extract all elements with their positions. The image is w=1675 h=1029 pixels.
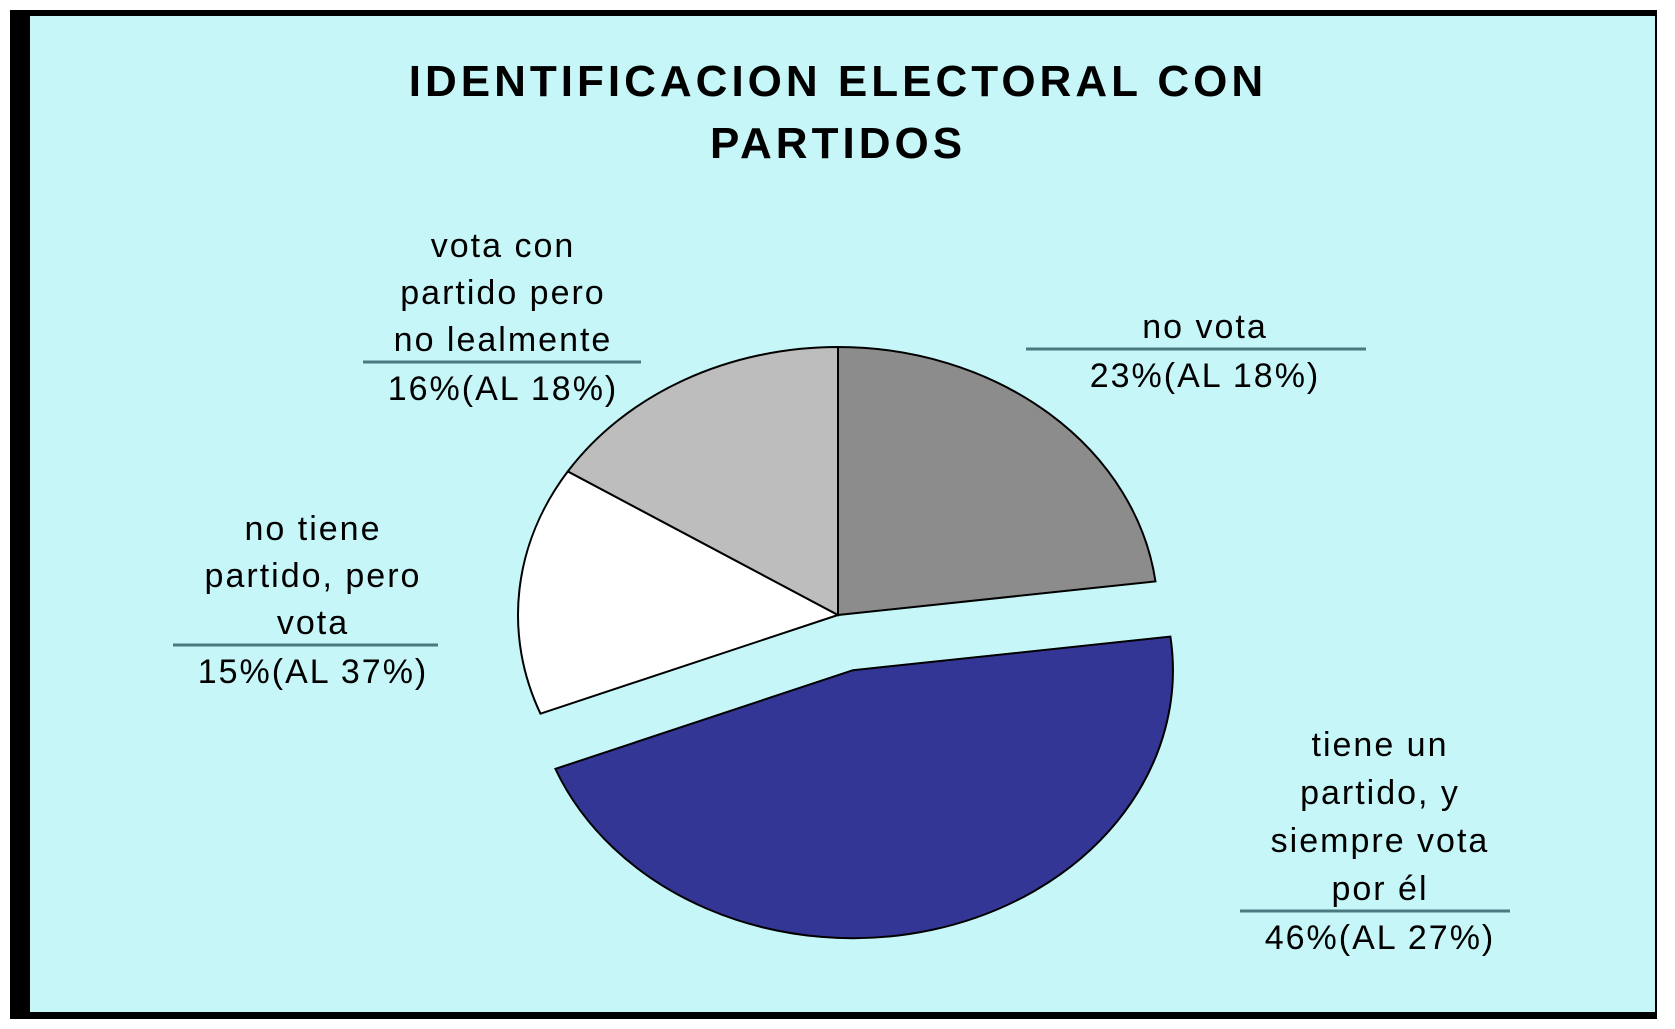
slice-label-no-tiene-partido: no tiene [245,510,382,548]
pie-slice-no-lealmente [566,345,839,617]
slice-label-siempre-vota: tiene un [1312,726,1449,764]
slice-label-no-lealmente: no lealmente [394,321,613,359]
slice-value-no-lealmente: 16%(AL 18%) [388,370,619,408]
slice-label-no-vota: no vota [1142,308,1268,346]
slice-label-siempre-vota: partido, y [1300,774,1460,812]
slice-value-siempre-vota: 46%(AL 27%) [1265,919,1496,957]
slice-label-no-lealmente: vota con [431,227,576,265]
slice-label-no-lealmente: partido pero [400,274,605,312]
slice-label-siempre-vota: siempre vota [1271,822,1490,860]
pie-slice-no-tiene-partido [517,470,841,715]
slice-label-no-tiene-partido: vota [277,604,349,642]
chart-title-line: IDENTIFICACION ELECTORAL CON [409,57,1267,106]
slice-label-siempre-vota: por él [1331,870,1428,908]
slice-value-no-tiene-partido: 15%(AL 37%) [198,653,429,691]
pie-slice-no-vota [837,345,1157,617]
slice-label-no-tiene-partido: partido, pero [205,557,422,595]
pie-slice-siempre-vota [554,635,1174,940]
chart-title-line: PARTIDOS [710,119,966,168]
slice-value-no-vota: 23%(AL 18%) [1090,357,1321,395]
